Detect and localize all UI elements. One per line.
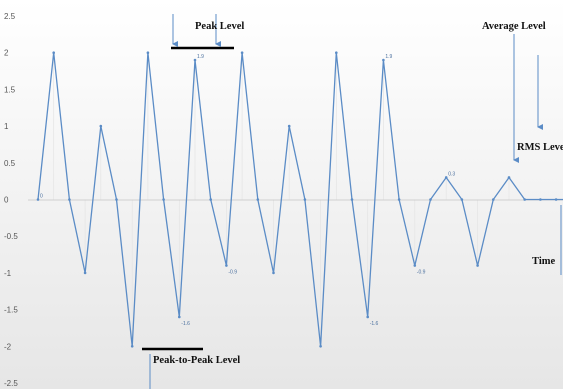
peak-level-label: Peak Level (195, 21, 244, 32)
y-tick-label: -2.5 (4, 379, 18, 388)
vertical-guides (53, 52, 510, 347)
data-point (539, 198, 542, 201)
data-point (162, 198, 165, 201)
data-point (429, 198, 432, 201)
data-point (256, 198, 260, 201)
average-level-label: Average Level (482, 21, 546, 32)
data-point (492, 198, 495, 201)
data-point (319, 345, 322, 348)
data-point (507, 176, 511, 179)
data-label: 0.3 (448, 171, 455, 177)
data-point (382, 58, 385, 62)
y-tick-label: 0 (4, 196, 9, 205)
data-point (287, 124, 291, 128)
data-point (523, 198, 526, 201)
y-tick-label: 0.5 (4, 159, 16, 168)
data-point (397, 198, 401, 201)
data-point (350, 198, 354, 201)
y-tick-label: 1.5 (4, 85, 16, 94)
data-point (303, 198, 307, 201)
point-layer (36, 51, 558, 348)
data-point (178, 315, 181, 319)
data-point (240, 51, 244, 54)
data-point (335, 51, 338, 54)
y-tick-label: -1.5 (4, 306, 18, 315)
data-point (130, 345, 134, 348)
rms-level-label: RMS Leve (517, 142, 563, 153)
data-point (68, 198, 71, 201)
y-tick-label: 1 (4, 122, 9, 131)
y-tick-label: -2 (4, 342, 12, 351)
data-label: -1.6 (370, 321, 379, 327)
data-label: 1.9 (197, 54, 204, 60)
data-point (99, 124, 103, 128)
data-point (52, 51, 55, 54)
data-point (115, 198, 118, 201)
data-point (36, 198, 40, 201)
data-point (554, 198, 558, 201)
data-label: -0.9 (417, 270, 426, 276)
point-label-layer: 0 -1.6 1.9 -0.9 -1.6 1.9 -0.9 0.3 (40, 54, 455, 327)
data-point (209, 198, 212, 201)
y-tick-label: -0.5 (4, 232, 18, 241)
data-label: -0.9 (228, 270, 237, 276)
y-tick-label: 2.5 (4, 12, 16, 21)
data-point (146, 51, 150, 54)
data-point (83, 271, 87, 275)
data-point (476, 264, 479, 267)
data-point (193, 58, 197, 62)
data-point (225, 264, 228, 267)
data-point (460, 198, 464, 201)
data-label: -1.6 (181, 321, 190, 327)
data-point (366, 315, 370, 319)
data-label: 0 (40, 194, 43, 200)
annotations: Peak Level Average Level RMS Leve Time P… (142, 14, 563, 389)
time-label: Time (532, 256, 555, 267)
y-axis: 2.5 2 1.5 1 0.5 0 -0.5 -1 -1.5 -2 -2.5 (4, 12, 18, 388)
y-tick-label: 2 (4, 49, 9, 58)
data-point (272, 271, 275, 275)
data-label: 1.9 (385, 54, 392, 60)
peak-to-peak-label: Peak-to-Peak Level (153, 355, 240, 366)
data-point (413, 264, 417, 267)
data-point (444, 176, 448, 179)
y-tick-label: -1 (4, 269, 12, 278)
